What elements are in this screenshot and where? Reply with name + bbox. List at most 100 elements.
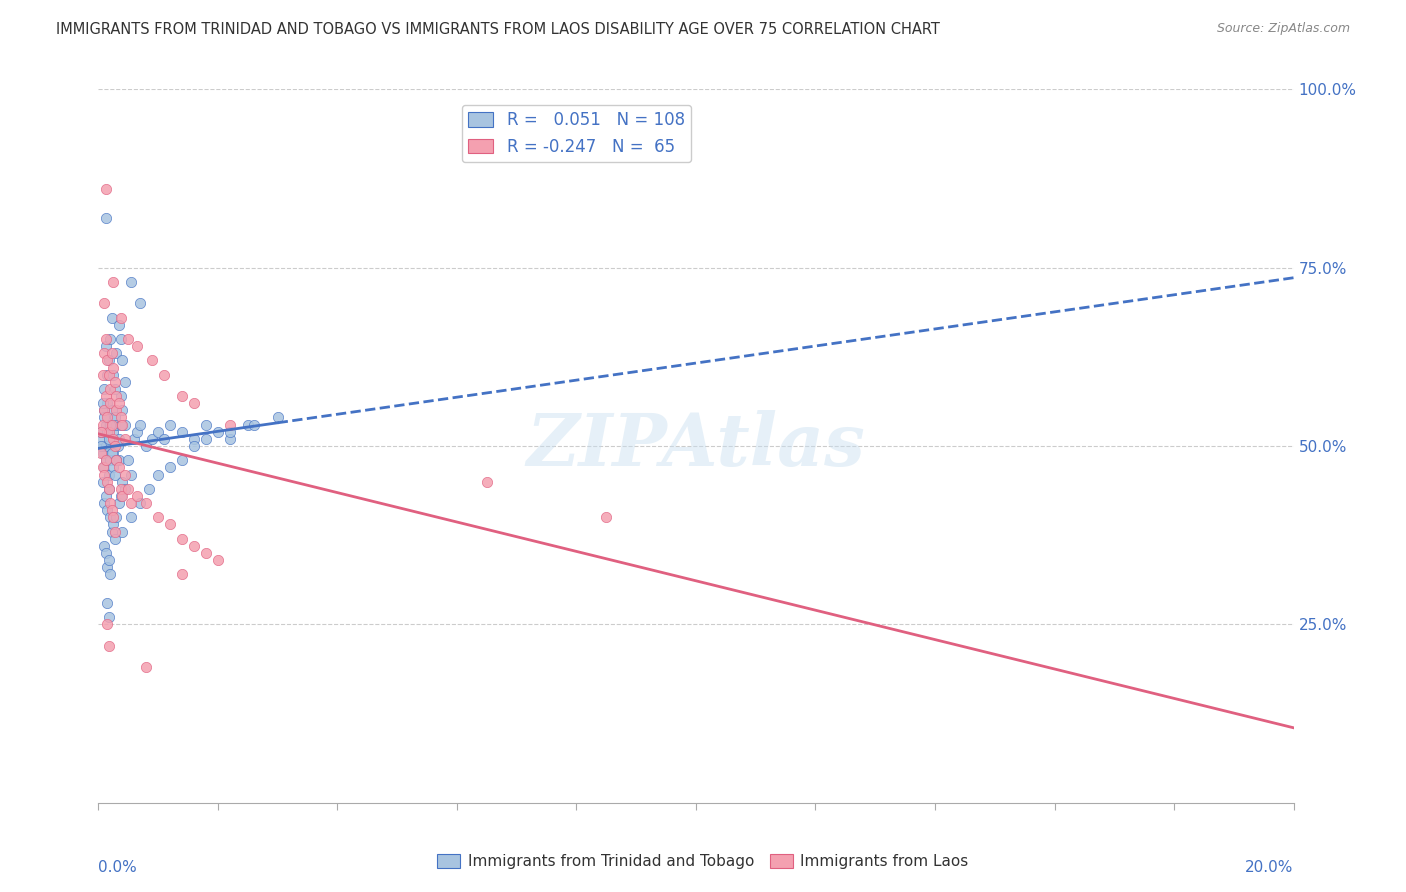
Point <box>90 446 112 460</box>
Point <box>104 410 127 425</box>
Point <box>104 439 127 453</box>
Point <box>98 482 121 496</box>
Text: IMMIGRANTS FROM TRINIDAD AND TOBAGO VS IMMIGRANTS FROM LAOS DISABILITY AGE OVER : IMMIGRANTS FROM TRINIDAD AND TOBAGO VS I… <box>56 22 941 37</box>
Point <box>90 425 112 439</box>
Point <box>103 275 125 289</box>
Point <box>110 489 132 503</box>
Point <box>207 553 229 567</box>
Point <box>105 403 128 417</box>
Point <box>105 510 128 524</box>
Point <box>94 439 117 453</box>
Point <box>104 410 127 425</box>
Point <box>96 353 118 368</box>
Point <box>148 467 170 482</box>
Point <box>148 425 170 439</box>
Text: Source: ZipAtlas.com: Source: ZipAtlas.com <box>1216 22 1350 36</box>
Point <box>107 439 129 453</box>
Point <box>91 460 114 475</box>
Point <box>124 432 146 446</box>
Point <box>138 482 160 496</box>
Point <box>129 296 152 310</box>
Point <box>104 467 127 482</box>
Point <box>93 467 115 482</box>
Point <box>93 403 115 417</box>
Point <box>110 410 132 425</box>
Point <box>94 546 117 560</box>
Point <box>96 425 118 439</box>
Point <box>100 439 122 453</box>
Point <box>135 439 157 453</box>
Point <box>98 368 121 382</box>
Legend: Immigrants from Trinidad and Tobago, Immigrants from Laos: Immigrants from Trinidad and Tobago, Imm… <box>432 848 974 875</box>
Point <box>114 375 136 389</box>
Point <box>148 510 170 524</box>
Point <box>236 417 259 432</box>
Point <box>117 482 139 496</box>
Point <box>159 460 181 475</box>
Point <box>267 410 290 425</box>
Point <box>91 368 114 382</box>
Point <box>105 346 128 360</box>
Point <box>100 346 122 360</box>
Point <box>172 425 194 439</box>
Point <box>114 417 136 432</box>
Point <box>98 432 122 446</box>
Point <box>108 318 131 332</box>
Point <box>96 368 118 382</box>
Point <box>219 417 242 432</box>
Point <box>117 453 139 467</box>
Point <box>159 517 181 532</box>
Point <box>183 396 205 410</box>
Point <box>90 425 112 439</box>
Point <box>104 532 127 546</box>
Point <box>135 496 157 510</box>
Point <box>93 346 115 360</box>
Point <box>108 432 131 446</box>
Point <box>110 482 132 496</box>
Point <box>100 524 122 539</box>
Point <box>93 410 115 425</box>
Point <box>98 482 121 496</box>
Point <box>94 453 117 467</box>
Point <box>90 425 112 439</box>
Point <box>183 539 205 553</box>
Point <box>120 467 142 482</box>
Point <box>91 475 114 489</box>
Point <box>98 567 122 582</box>
Point <box>98 417 121 432</box>
Point <box>93 539 115 553</box>
Point <box>127 489 149 503</box>
Point <box>103 360 125 375</box>
Point <box>100 403 122 417</box>
Point <box>91 417 114 432</box>
Point <box>98 639 121 653</box>
Point <box>98 467 121 482</box>
Point <box>93 382 115 396</box>
Point <box>100 310 122 325</box>
Point <box>90 439 112 453</box>
Point <box>91 446 114 460</box>
Point <box>207 425 229 439</box>
Point <box>100 503 122 517</box>
Point <box>195 546 218 560</box>
Point <box>183 439 205 453</box>
Point <box>94 417 117 432</box>
Point <box>96 410 118 425</box>
Point <box>110 389 132 403</box>
Point <box>108 460 131 475</box>
Point <box>98 553 121 567</box>
Point <box>195 432 218 446</box>
Point <box>111 475 134 489</box>
Text: 20.0%: 20.0% <box>1246 860 1294 875</box>
Point <box>129 417 152 432</box>
Point <box>96 503 118 517</box>
Point <box>114 432 136 446</box>
Point <box>110 417 132 432</box>
Point <box>98 417 122 432</box>
Point <box>104 382 127 396</box>
Point <box>98 396 122 410</box>
Point <box>111 524 134 539</box>
Point <box>172 532 194 546</box>
Point <box>93 403 115 417</box>
Point <box>129 496 152 510</box>
